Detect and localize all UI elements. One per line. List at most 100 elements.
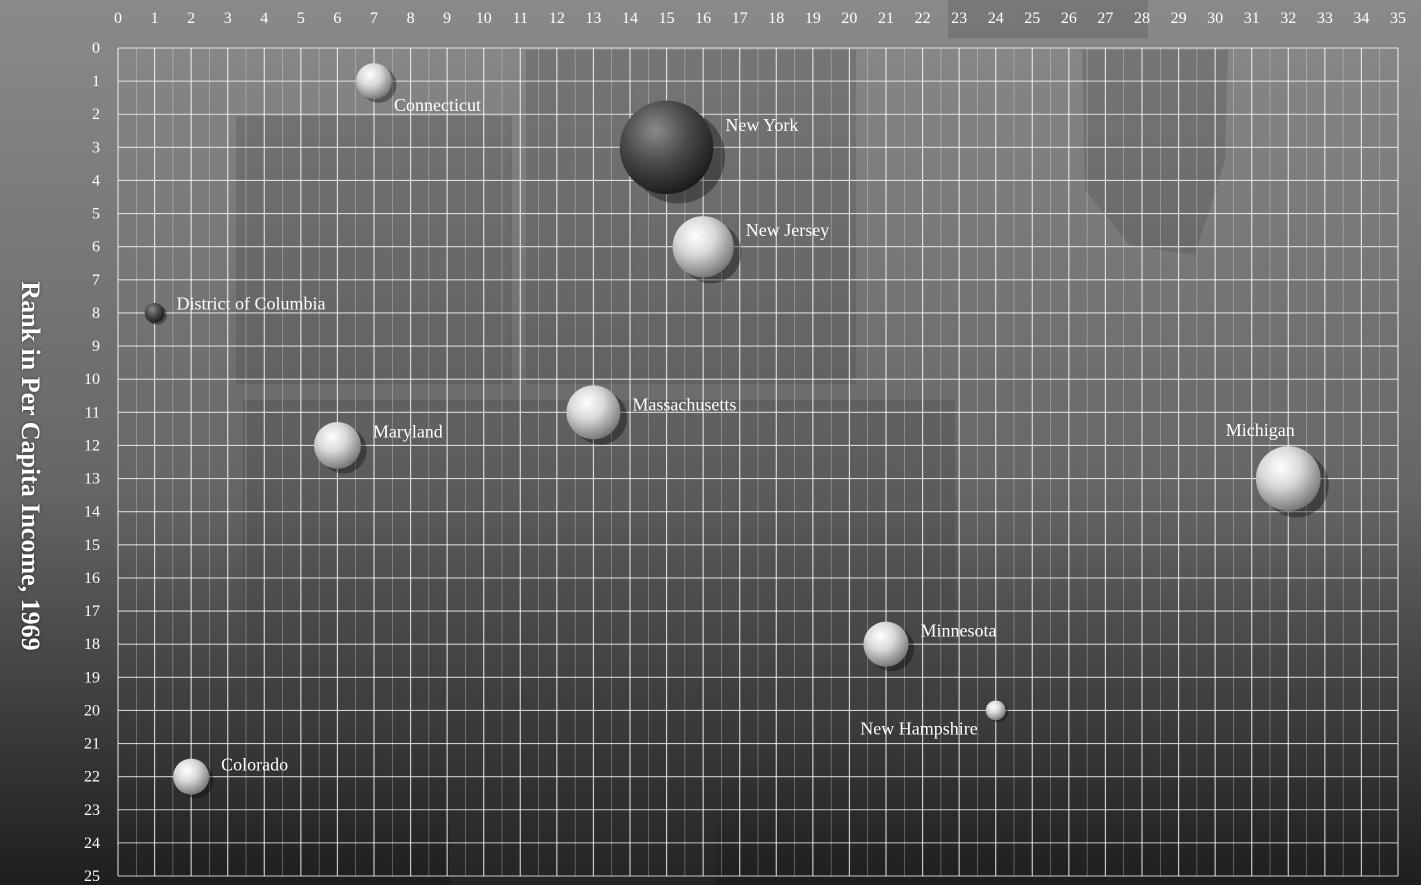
data-point-label: Minnesota: [921, 620, 997, 640]
data-point-group: New Jersey: [672, 216, 829, 284]
y-tick-label: 7: [92, 272, 100, 289]
data-point-label: Massachusetts: [632, 394, 736, 414]
data-point: [985, 700, 1006, 721]
x-tick-label: 30: [1207, 10, 1223, 27]
data-point: [356, 63, 392, 100]
y-tick-label: 1: [92, 73, 100, 90]
x-tick-label: 9: [443, 10, 451, 27]
x-tick-label: 0: [114, 10, 122, 27]
x-tick-label: 29: [1171, 10, 1187, 27]
data-point: [566, 385, 621, 440]
y-tick-label: 0: [92, 40, 100, 57]
x-tick-label: 6: [333, 10, 341, 27]
x-tick-label: 22: [915, 10, 931, 27]
y-axis-label-container: Rank in Per Capita Income, 1969: [0, 47, 60, 885]
data-point-label: Connecticut: [394, 95, 481, 115]
x-tick-label: 8: [407, 10, 415, 27]
background-map-shapes: [236, 0, 1228, 885]
x-tick-label: 14: [622, 10, 638, 27]
data-point-label: Colorado: [221, 754, 288, 774]
x-tick-label: 35: [1390, 10, 1406, 27]
x-tick-label: 7: [370, 10, 378, 27]
y-tick-label: 9: [92, 338, 100, 355]
x-tick-label: 24: [988, 10, 1004, 27]
data-point-label: Michigan: [1226, 420, 1295, 440]
data-point-label: District of Columbia: [176, 293, 325, 313]
x-tick-label: 18: [768, 10, 784, 27]
y-tick-label: 3: [92, 139, 100, 156]
x-tick-label: 11: [513, 10, 528, 27]
x-tick-label: 3: [224, 10, 232, 27]
data-point-group: New York: [619, 100, 798, 204]
y-tick-label: 21: [84, 736, 100, 753]
data-point-group: Colorado: [173, 754, 288, 799]
y-tick-label: 18: [84, 636, 100, 653]
x-tick-label: 4: [260, 10, 268, 27]
data-point-label: New Jersey: [746, 220, 829, 240]
data-point-label: New York: [725, 115, 798, 135]
y-tick-label: 16: [84, 570, 100, 587]
y-tick-label: 24: [84, 835, 100, 852]
data-point-label: Maryland: [373, 421, 443, 441]
x-tick-label: 21: [878, 10, 894, 27]
x-tick-label: 33: [1317, 10, 1333, 27]
y-tick-label: 5: [92, 206, 100, 223]
x-tick-label: 34: [1353, 10, 1369, 27]
x-tick-label: 25: [1024, 10, 1040, 27]
y-axis-label: Rank in Per Capita Income, 1969: [16, 281, 45, 651]
x-tick-label: 1: [151, 10, 159, 27]
x-tick-label: 32: [1280, 10, 1296, 27]
y-tick-label: 8: [92, 305, 100, 322]
y-axis-ticks: 0123456789101112131415161718192021222324…: [84, 40, 100, 885]
data-point: [863, 621, 909, 667]
x-axis-ticks: 0 1 2 3 4 5 6 7 8 9 10 11 12 13 14 15 16 17 18 19 20 21 22 23 24…: [114, 10, 1406, 27]
y-tick-label: 14: [84, 504, 100, 521]
data-point-group: Connecticut: [356, 63, 481, 115]
x-tick-label: 10: [476, 10, 492, 27]
x-tick-label: 19: [805, 10, 821, 27]
y-tick-label: 4: [92, 172, 100, 189]
data-point-group: Maryland: [314, 421, 443, 474]
x-tick-label: 27: [1097, 10, 1113, 27]
y-tick-label: 11: [85, 404, 100, 421]
data-point-group: Michigan: [1226, 420, 1329, 518]
x-tick-label: 2: [187, 10, 195, 27]
x-tick-label: 5: [297, 10, 305, 27]
x-tick-label: 23: [951, 10, 967, 27]
y-tick-label: 25: [84, 868, 100, 885]
y-tick-label: 2: [92, 106, 100, 123]
data-point-group: New Hampshire: [860, 700, 1009, 738]
data-point: [314, 422, 361, 469]
x-tick-label: 20: [841, 10, 857, 27]
y-tick-label: 22: [84, 769, 100, 786]
data-point: [144, 303, 165, 323]
y-tick-label: 23: [84, 802, 100, 819]
y-tick-label: 12: [84, 437, 100, 454]
y-tick-label: 19: [84, 669, 100, 686]
data-point: [1255, 446, 1321, 511]
y-tick-label: 10: [84, 371, 100, 388]
y-tick-label: 6: [92, 239, 100, 256]
x-tick-label: 26: [1061, 10, 1077, 27]
x-tick-label: 16: [695, 10, 711, 27]
x-tick-label: 15: [659, 10, 675, 27]
data-point-group: Minnesota: [863, 620, 997, 672]
y-tick-label: 17: [84, 603, 100, 620]
data-points: Connecticut New York New Jersey District of…: [144, 63, 1329, 799]
x-tick-label: 17: [732, 10, 748, 27]
data-point: [672, 216, 734, 278]
y-tick-label: 20: [84, 702, 100, 719]
data-point-group: Massachusetts: [566, 385, 736, 445]
grid: [117, 47, 1399, 877]
x-tick-label: 31: [1244, 10, 1260, 27]
data-point-group: District of Columbia: [144, 293, 325, 325]
data-point: [173, 758, 210, 795]
y-tick-label: 13: [84, 471, 100, 488]
x-tick-label: 13: [585, 10, 601, 27]
y-tick-label: 15: [84, 537, 100, 554]
data-point-label: New Hampshire: [860, 718, 977, 738]
x-tick-label: 28: [1134, 10, 1150, 27]
x-tick-label: 12: [549, 10, 565, 27]
data-point: [619, 100, 714, 195]
